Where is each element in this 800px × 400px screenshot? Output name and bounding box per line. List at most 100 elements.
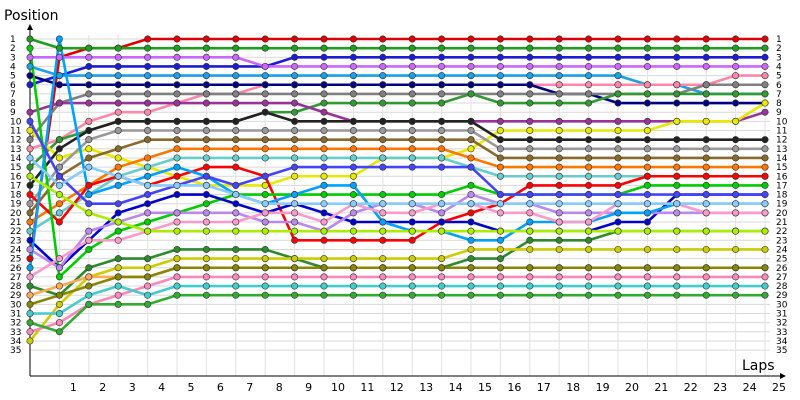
- series-point: [438, 35, 446, 43]
- series-point: [202, 44, 210, 52]
- series-point: [232, 35, 240, 43]
- series-point: [349, 163, 357, 171]
- series-point: [232, 163, 240, 171]
- series-point: [85, 99, 93, 107]
- series-point: [85, 300, 93, 308]
- y-tick-label-right: 13: [776, 145, 787, 155]
- series-point: [114, 62, 122, 70]
- series-point: [349, 227, 357, 235]
- series-point: [467, 81, 475, 89]
- series-point: [408, 255, 416, 263]
- series-point: [379, 236, 387, 244]
- series-point: [320, 181, 328, 189]
- series-point: [55, 72, 63, 80]
- series-point: [173, 273, 181, 281]
- series-point: [555, 200, 563, 208]
- series-point: [291, 227, 299, 235]
- series-point: [291, 99, 299, 107]
- series-point: [732, 35, 740, 43]
- series-point: [761, 90, 769, 98]
- series-point: [55, 181, 63, 189]
- series-point: [702, 154, 710, 162]
- series-point: [496, 191, 504, 199]
- series-point: [26, 62, 34, 70]
- series-point: [643, 191, 651, 199]
- series-point: [555, 72, 563, 80]
- series-point: [585, 90, 593, 98]
- series-point: [732, 99, 740, 107]
- series-point: [349, 154, 357, 162]
- series-point: [144, 90, 152, 98]
- series-point: [673, 145, 681, 153]
- x-tick-label: 10: [331, 381, 345, 394]
- series-point: [173, 44, 181, 52]
- series-point: [467, 163, 475, 171]
- series-point: [379, 291, 387, 299]
- series-point: [379, 154, 387, 162]
- series-point: [55, 255, 63, 263]
- series-point: [349, 236, 357, 244]
- series-point: [673, 200, 681, 208]
- series-point: [467, 145, 475, 153]
- series-point: [496, 53, 504, 61]
- series-point: [614, 163, 622, 171]
- series-point: [408, 117, 416, 125]
- series-point: [144, 44, 152, 52]
- series-point: [379, 282, 387, 290]
- series-point: [144, 172, 152, 180]
- y-tick-label-left: 30: [10, 300, 22, 310]
- y-tick-labels-right: 1234567891011121314151617181920212223242…: [776, 35, 788, 356]
- series-point: [526, 200, 534, 208]
- series-point: [202, 255, 210, 263]
- series-point: [232, 218, 240, 226]
- series-point: [438, 90, 446, 98]
- y-axis-title: Position: [4, 8, 59, 24]
- series-line: [30, 55, 765, 68]
- series-point: [173, 154, 181, 162]
- series-point: [585, 200, 593, 208]
- series-point: [555, 245, 563, 253]
- series-point: [114, 99, 122, 107]
- series-point: [114, 145, 122, 153]
- series-point: [26, 35, 34, 43]
- series-point: [555, 81, 563, 89]
- series-point: [673, 81, 681, 89]
- series-point: [349, 172, 357, 180]
- series-point: [85, 127, 93, 135]
- series-point: [702, 35, 710, 43]
- series-point: [496, 90, 504, 98]
- series-point: [26, 72, 34, 80]
- series-point: [291, 108, 299, 116]
- y-tick-label-right: 4: [776, 62, 782, 72]
- y-tick-label-right: 12: [776, 136, 787, 146]
- series-point: [144, 291, 152, 299]
- series-point: [26, 200, 34, 208]
- series-point: [173, 209, 181, 217]
- series-point: [585, 282, 593, 290]
- series-point: [173, 181, 181, 189]
- series-point: [55, 172, 63, 180]
- series-point: [643, 127, 651, 135]
- series-point: [379, 90, 387, 98]
- series-point: [438, 145, 446, 153]
- x-tick-label: 8: [276, 381, 283, 394]
- series-point: [585, 53, 593, 61]
- series-point: [26, 53, 34, 61]
- series-point: [26, 154, 34, 162]
- series-point: [732, 291, 740, 299]
- series-point: [202, 90, 210, 98]
- series-point: [291, 117, 299, 125]
- series-point: [144, 53, 152, 61]
- y-tick-label-left: 12: [10, 136, 21, 146]
- y-tick-label-right: 33: [776, 328, 787, 338]
- series-point: [349, 145, 357, 153]
- series-point: [320, 136, 328, 144]
- series-point: [173, 99, 181, 107]
- series-point: [408, 136, 416, 144]
- y-tick-label-left: 8: [10, 99, 16, 109]
- series-point: [526, 209, 534, 217]
- x-tick-label: 1: [70, 381, 77, 394]
- series-point: [379, 191, 387, 199]
- series-point: [291, 154, 299, 162]
- series-point: [144, 62, 152, 70]
